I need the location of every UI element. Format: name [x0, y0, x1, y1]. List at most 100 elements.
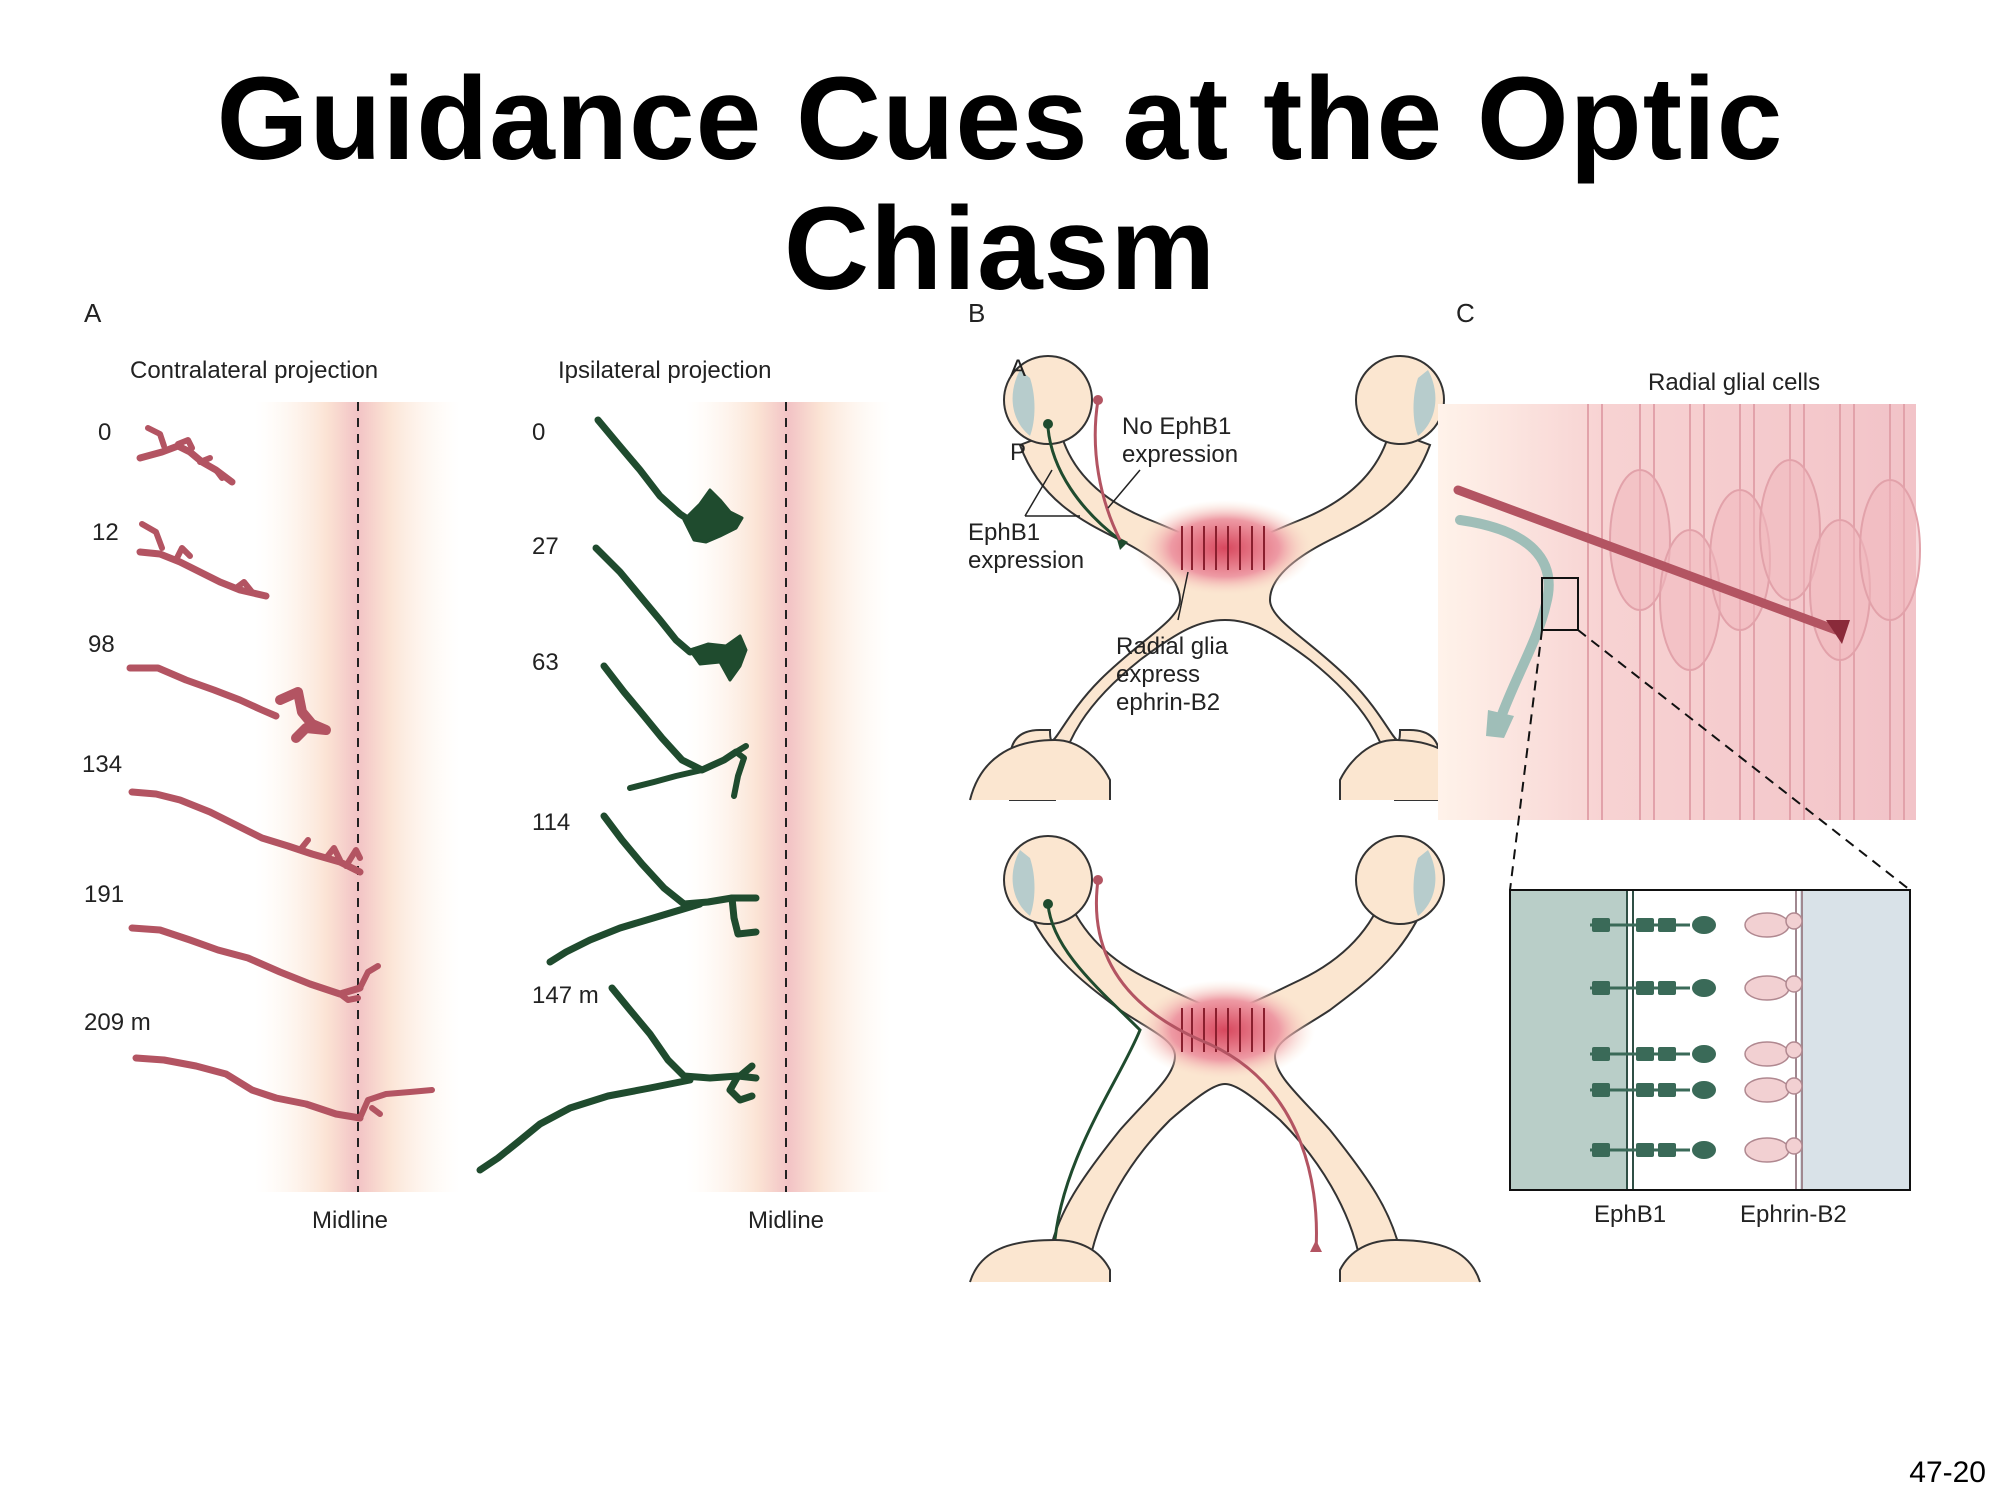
ipsilateral-time-147: 147 m	[532, 982, 599, 1009]
ephb1-receptor	[1590, 979, 1716, 997]
chiasm-bottom-contra-cone	[1310, 1240, 1322, 1252]
contralateral-cone-c	[1826, 620, 1850, 644]
ipsilateral-time-27: 27	[532, 533, 559, 560]
ipsilateral-axon-114	[600, 812, 760, 908]
ipsilateral-axon-147-branch	[476, 1062, 756, 1174]
contralateral-time-12: 12	[92, 519, 119, 546]
ipsilateral-time-114: 114	[532, 809, 570, 836]
chiasm-bottom-bottom-left	[969, 1238, 1111, 1283]
chiasm-top-retina-right	[1413, 370, 1436, 436]
contralateral-axon-0-branch	[145, 425, 225, 481]
chiasm-top-ipsi-soma	[1043, 419, 1053, 429]
zoom-line-left	[1509, 629, 1543, 891]
ephb1-line1: EphB1	[968, 519, 1040, 546]
ipsilateral-heading: Ipsilateral projection	[558, 357, 771, 384]
ephb1-line2: expression	[968, 547, 1084, 574]
chiasm-top-contra-axon	[1093, 399, 1122, 541]
panel-b: B A P No EphB1 expression EphB1	[968, 298, 1481, 1283]
contralateral-time-0: 0	[98, 419, 111, 446]
ephrin-b2-inset-label: Ephrin-B2	[1740, 1201, 1847, 1228]
ephb1-inset-label: EphB1	[1594, 1201, 1666, 1228]
ipsilateral-cone-c	[1486, 710, 1514, 738]
ipsilateral-growth-cone-0	[682, 488, 744, 544]
radial-glia-pointer	[1177, 571, 1189, 621]
ephrin-b2-ligand	[1744, 912, 1803, 938]
ephrin-b2-ligand	[1744, 975, 1803, 1001]
contralateral-axon-c	[1453, 485, 1841, 635]
ephb1-receptor	[1590, 1141, 1716, 1159]
contralateral-axon-12-branch	[139, 521, 255, 595]
radial-glia-line1: Radial glia	[1116, 633, 1229, 660]
chiasm-label-a: A	[1010, 355, 1026, 382]
chiasm-bottom-bottom-right	[1339, 1238, 1481, 1283]
inset-right-cell	[1800, 891, 1909, 1189]
chiasm-top-bottom-left	[969, 738, 1111, 801]
no-ephb1-pointer	[1107, 469, 1141, 509]
contralateral-growth-cone-98	[275, 687, 331, 743]
slide-number: 47-20	[1909, 1456, 1986, 1489]
ipsilateral-axon-0	[594, 416, 702, 530]
ipsilateral-time-0: 0	[532, 419, 545, 446]
chiasm-bottom-ipsi-soma	[1043, 899, 1053, 909]
contralateral-heading: Contralateral projection	[130, 357, 378, 384]
zoom-line-right	[1577, 629, 1911, 891]
chiasm-label-p: P	[1010, 439, 1026, 466]
no-ephb1-line1: No EphB1	[1122, 413, 1231, 440]
ipsilateral-axons	[476, 416, 760, 1174]
molecular-inset	[1509, 889, 1911, 1191]
contralateral-axon-191-branch	[337, 963, 381, 1003]
contralateral-time-98: 98	[88, 631, 115, 658]
panel-b-letter: B	[968, 298, 985, 328]
slide-title: Guidance Cues at the Optic Chiasm	[216, 53, 1784, 315]
ephrin-b2-ligand	[1744, 1077, 1803, 1103]
chiasm-top: A P No EphB1 expression EphB1 expression…	[968, 355, 1481, 801]
inset-left-cell	[1511, 891, 1627, 1189]
chiasm-bottom-contra-soma	[1093, 875, 1103, 885]
chiasm-bottom-retina-right	[1413, 850, 1436, 916]
chiasm-bottom-midline-glow	[1135, 980, 1315, 1080]
zoom-box	[1541, 577, 1579, 631]
ephb1-receptor	[1590, 1045, 1716, 1063]
chiasm-bottom-retina-left	[1012, 850, 1035, 916]
chiasm-top-midline-glow	[1135, 500, 1315, 596]
panel-c: C Radial glial cells E	[1438, 298, 1921, 1228]
panel-a-letter: A	[84, 298, 102, 328]
radial-glial-label: Radial glial cells	[1648, 369, 1820, 396]
contralateral-time-209: 209 m	[84, 1009, 151, 1036]
ipsilateral-axon-114-branch	[546, 894, 760, 966]
ipsilateral-axon-c	[1455, 515, 1554, 725]
contralateral-time-191: 191	[84, 881, 124, 908]
chiasm-top-retina-left	[1012, 370, 1035, 436]
contralateral-axon-209	[132, 1054, 364, 1122]
chiasm-bottom	[969, 835, 1481, 1283]
chiasm-top-radial-glia	[1181, 526, 1265, 570]
contralateral-midline-label: Midline	[312, 1207, 388, 1234]
chiasm-top-ipsi-axon	[1046, 427, 1121, 542]
ipsilateral-midline-label: Midline	[748, 1207, 824, 1234]
panel-a: A Contralateral projection Midline 0 12 …	[82, 298, 891, 1234]
contralateral-axon-98	[126, 664, 280, 720]
chiasm-top-contra-soma	[1093, 395, 1103, 405]
contralateral-axon-209-branch	[357, 1087, 435, 1121]
contralateral-axons	[126, 425, 435, 1122]
ephb1-pointer	[1024, 469, 1080, 517]
contralateral-axon-134-branch	[297, 837, 363, 869]
radial-glia-line2: express	[1116, 661, 1200, 688]
ephb1-receptor	[1590, 1081, 1716, 1099]
ephrin-b2-ligand	[1744, 1041, 1803, 1067]
panel-c-letter: C	[1456, 298, 1475, 328]
ephb1-receptor	[1590, 916, 1716, 934]
ipsilateral-axon-147	[608, 984, 760, 1082]
contralateral-axon-191	[128, 924, 364, 998]
contralateral-axon-12	[136, 548, 270, 600]
no-ephb1-line2: expression	[1122, 441, 1238, 468]
chiasm-bottom-contra-axon	[1094, 879, 1318, 1251]
ipsilateral-axon-63-branch	[627, 743, 749, 799]
ipsilateral-axon-63	[600, 662, 740, 774]
contralateral-time-134: 134	[82, 751, 122, 778]
ipsilateral-growth-cone-27	[688, 634, 748, 682]
ephrin-b2-ligand	[1744, 1137, 1803, 1163]
receptor-ligand-pairs	[1590, 912, 1803, 1163]
contralateral-group: Contralateral projection Midline 0 12 98…	[82, 357, 460, 1234]
